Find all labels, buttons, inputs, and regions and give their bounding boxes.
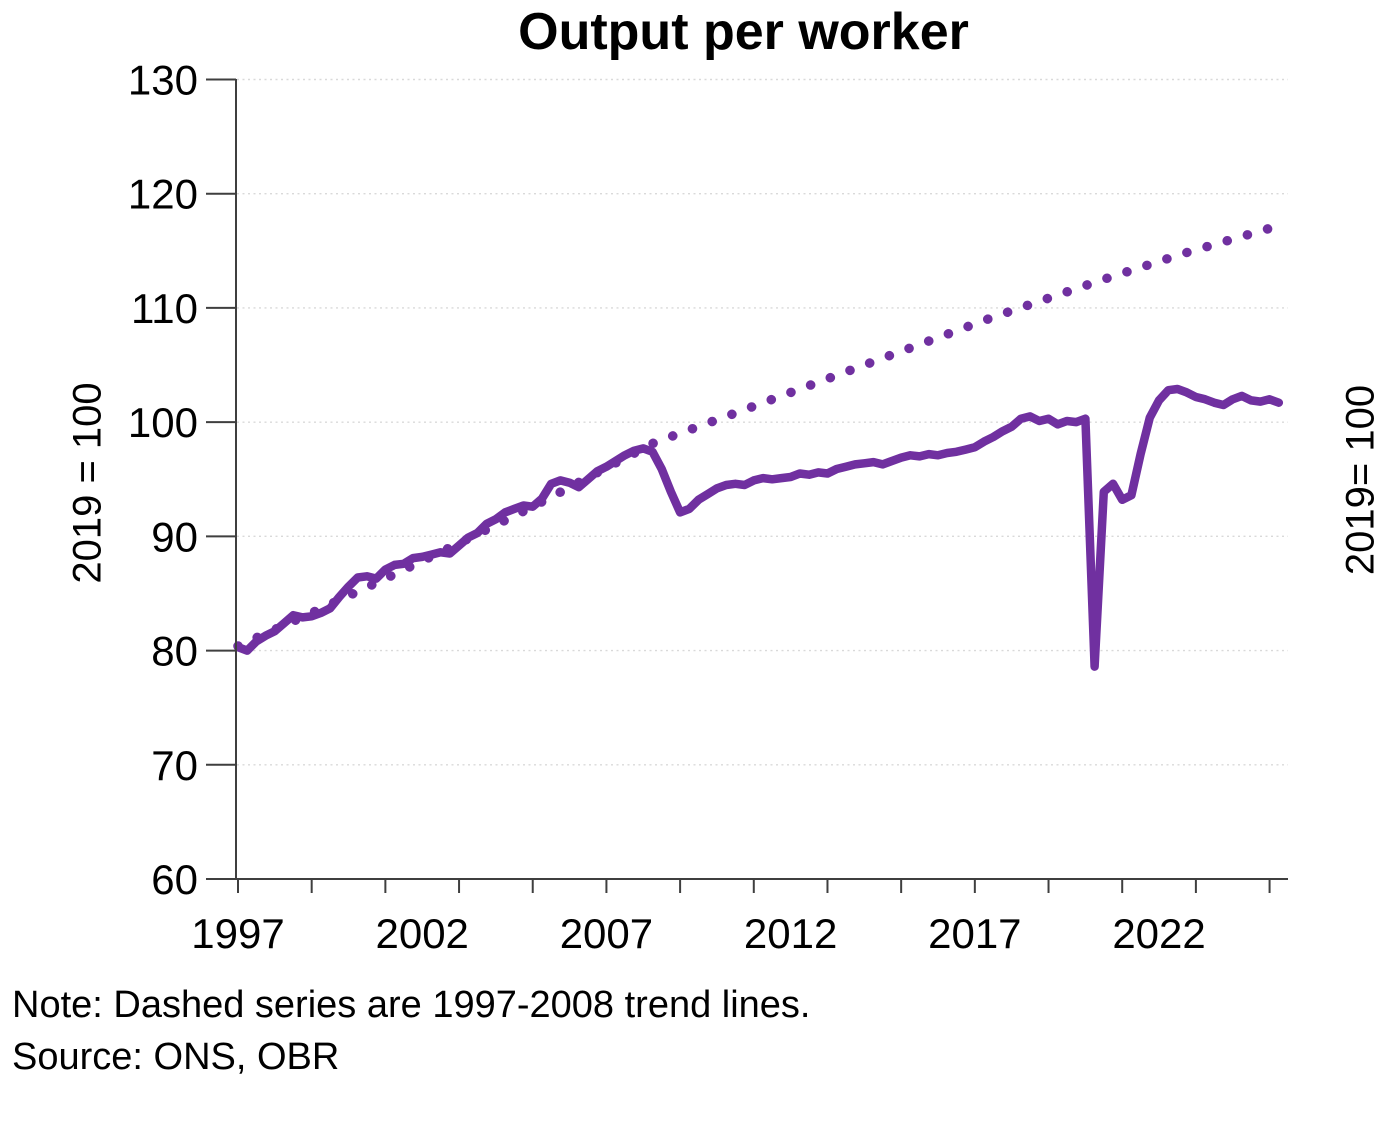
y-tick-label: 110 [131, 285, 198, 332]
y-tick-label: 120 [128, 171, 198, 218]
x-tick-label: 2012 [744, 910, 837, 957]
trend-series-line [233, 219, 1288, 651]
y-tick-label: 100 [128, 399, 198, 446]
x-tick-label: 1997 [191, 910, 284, 957]
x-tick-label: 2022 [1112, 910, 1205, 957]
actual-series-line [233, 384, 1284, 671]
y-tick-label: 90 [151, 513, 198, 560]
chart-note: Note: Dashed series are 1997-2008 trend … [12, 984, 811, 1026]
y-tick-label: 60 [151, 856, 198, 903]
chart-source: Source: ONS, OBR [12, 1036, 340, 1078]
x-tick-label: 2007 [560, 910, 653, 957]
y-tick-label: 70 [151, 742, 198, 789]
x-tick-label: 2017 [928, 910, 1021, 957]
page-title: Output per worker [518, 3, 969, 61]
x-tick-label: 2002 [375, 910, 468, 957]
y-tick-label: 80 [151, 628, 198, 675]
y-tick-label: 130 [128, 57, 198, 104]
